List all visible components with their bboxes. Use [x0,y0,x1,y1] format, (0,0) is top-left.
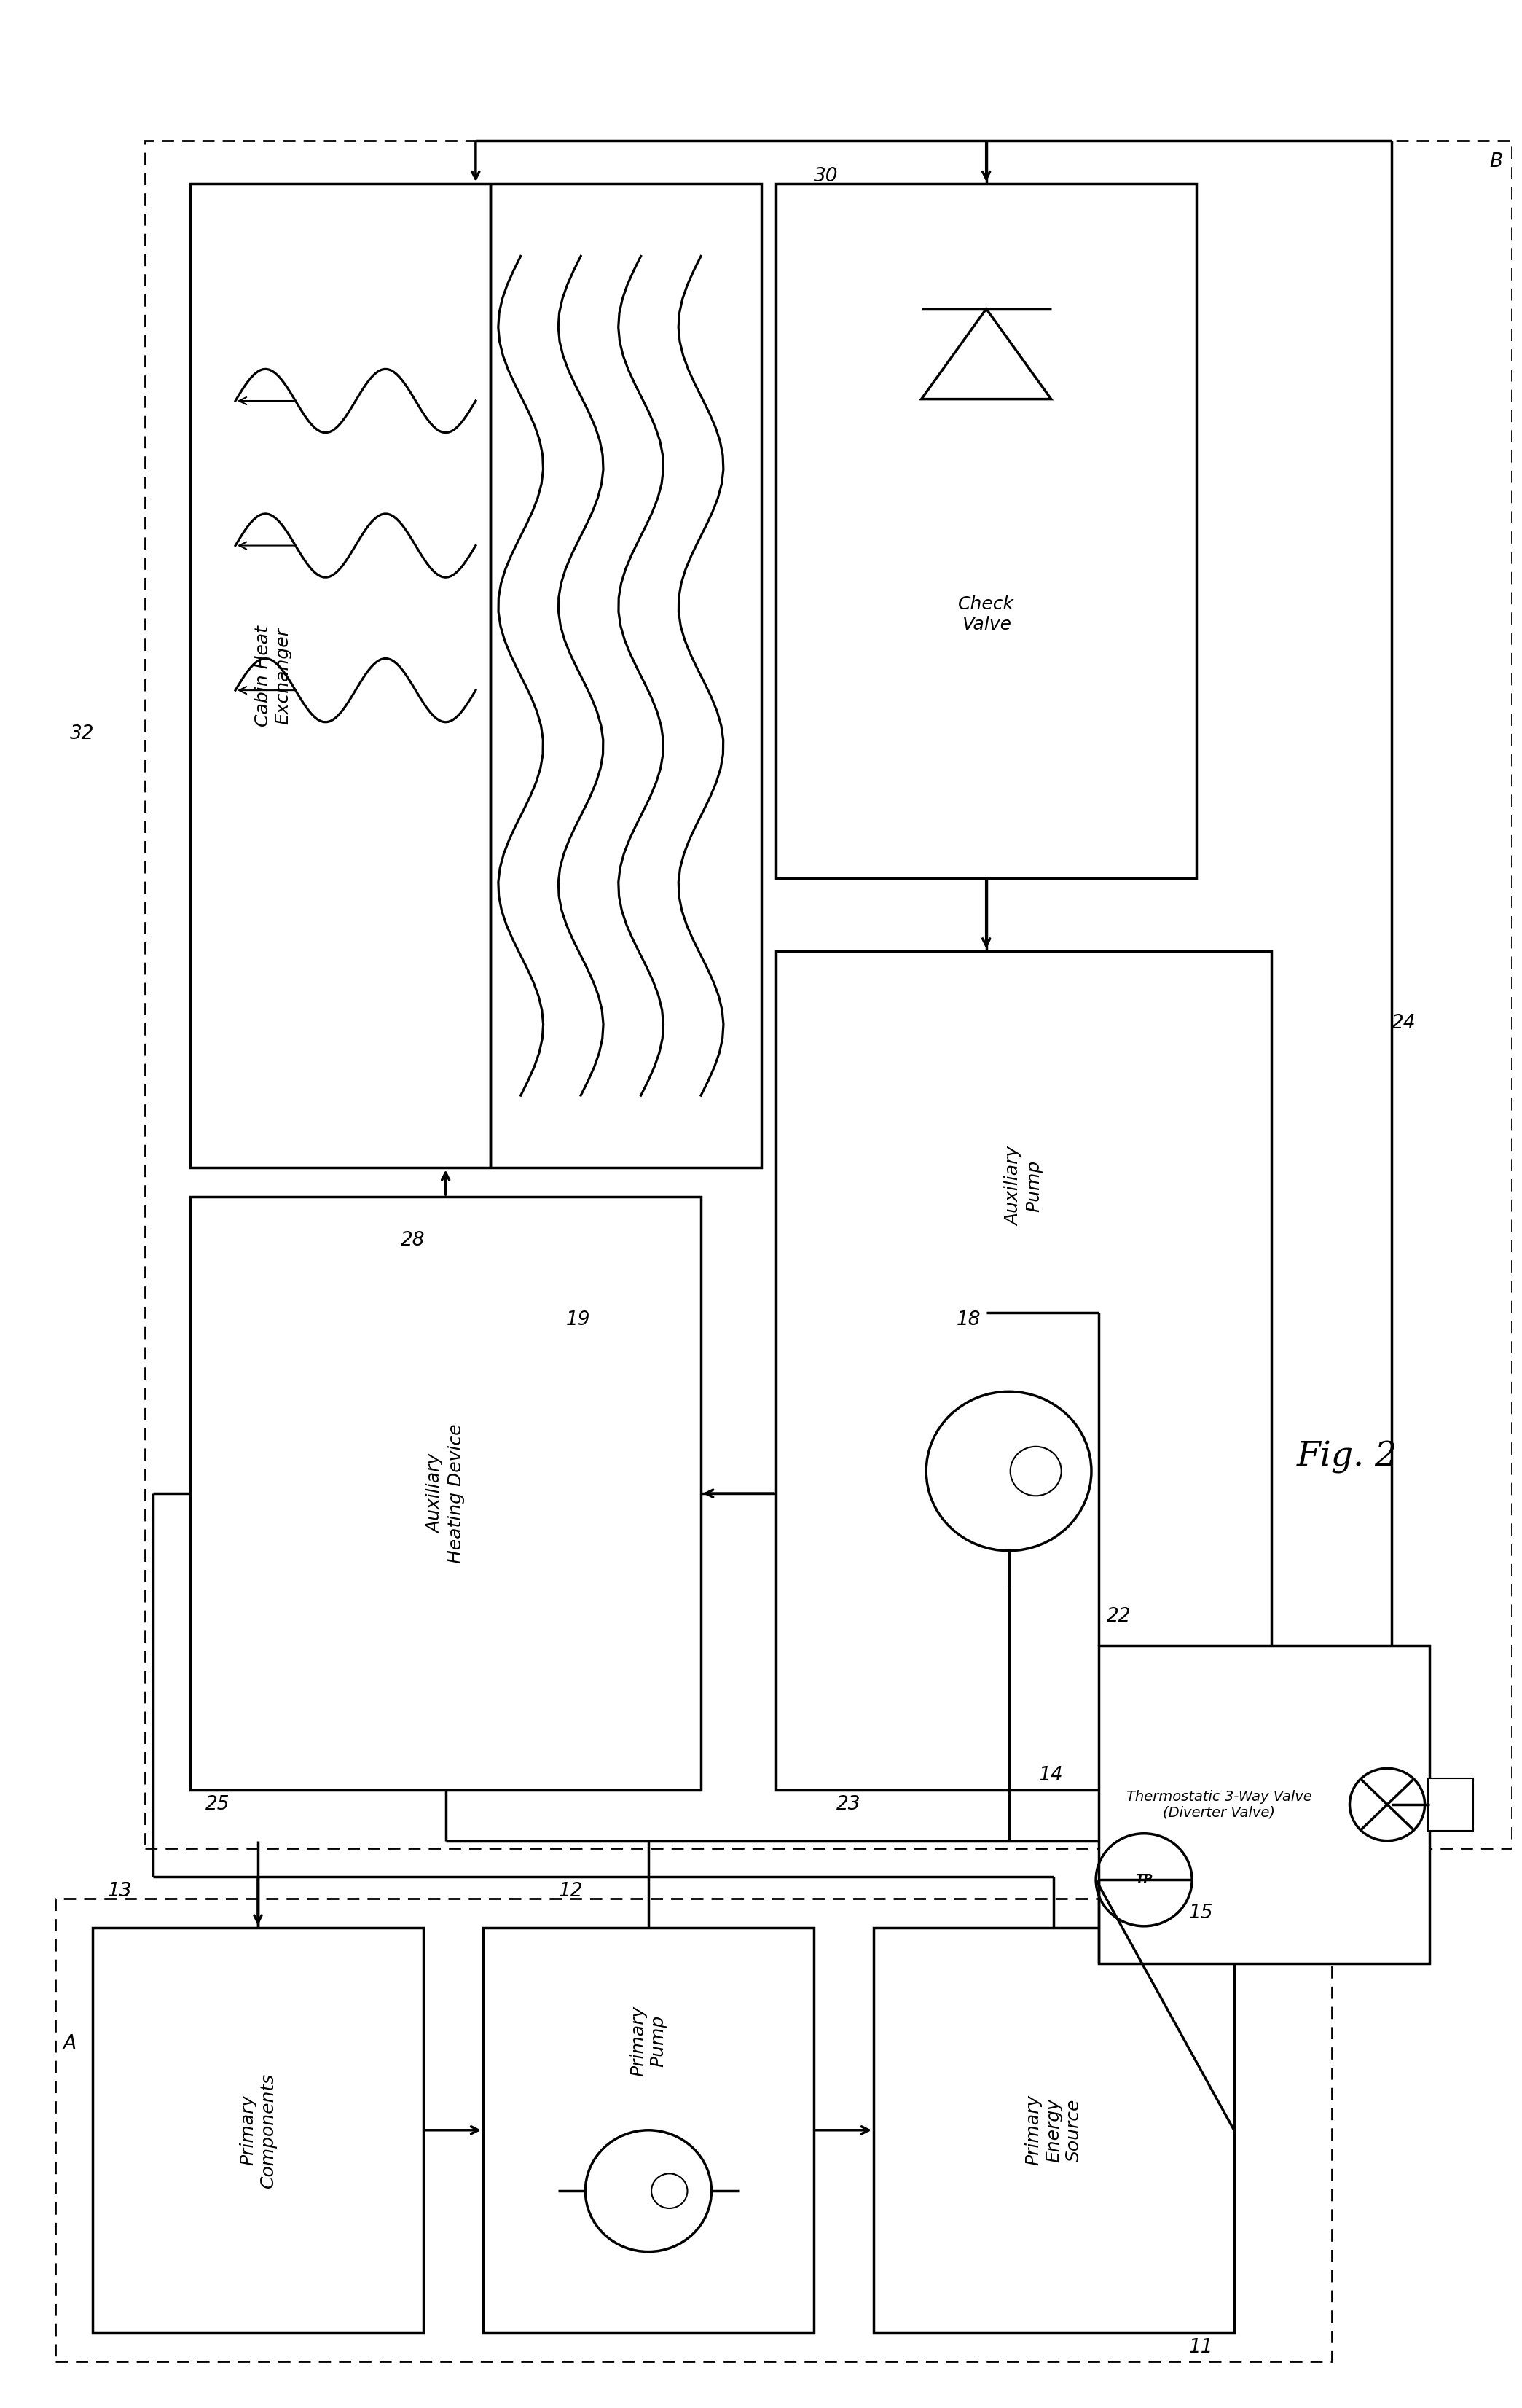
Text: 22: 22 [1106,1606,1131,1625]
Text: Cabin Heat
Exchanger: Cabin Heat Exchanger [254,626,292,727]
Bar [55,1898,1332,2362]
Text: 25: 25 [205,1794,230,1813]
Text: 14: 14 [1040,1765,1064,1784]
Text: B: B [1490,152,1502,171]
Text: Thermostatic 3-Way Valve
(Diverter Valve): Thermostatic 3-Way Valve (Diverter Valve… [1126,1789,1312,1820]
Text: Primary
Components: Primary Components [239,2073,277,2189]
Text: 28: 28 [400,1230,425,1250]
Text: Primary
Pump: Primary Pump [630,2006,667,2076]
Bar [482,1926,814,2333]
Text: 13: 13 [108,1883,132,1900]
Bar [874,1926,1234,2333]
Text: Check
Valve: Check Valve [959,595,1014,633]
Text: Primary
Energy
Source: Primary Energy Source [1024,2095,1082,2165]
Text: 32: 32 [70,725,94,744]
Bar [190,183,761,1168]
Text: 23: 23 [836,1794,860,1813]
Bar [93,1926,423,2333]
Text: 15: 15 [1189,1905,1213,1922]
Text: 11: 11 [1189,2338,1213,2357]
Bar [1099,1645,1429,1965]
Text: A: A [62,2035,76,2052]
Text: 18: 18 [956,1310,980,1329]
Text: Auxiliary
Pump: Auxiliary Pump [1005,1146,1043,1226]
Text: 30: 30 [814,166,839,185]
Text: Auxiliary
Heating Device: Auxiliary Heating Device [426,1423,464,1563]
Bar [190,1197,702,1789]
Text: Fig. 2: Fig. 2 [1297,1440,1397,1474]
Text: 19: 19 [566,1310,591,1329]
Text: 12: 12 [559,1883,583,1900]
Text: 13: 13 [108,1883,132,1900]
Bar [776,183,1196,879]
Bar [776,951,1271,1789]
Text: TP: TP [1135,1873,1152,1885]
Text: 24: 24 [1391,1014,1415,1033]
Bar [1428,1780,1473,1830]
Bar [145,140,1511,1847]
